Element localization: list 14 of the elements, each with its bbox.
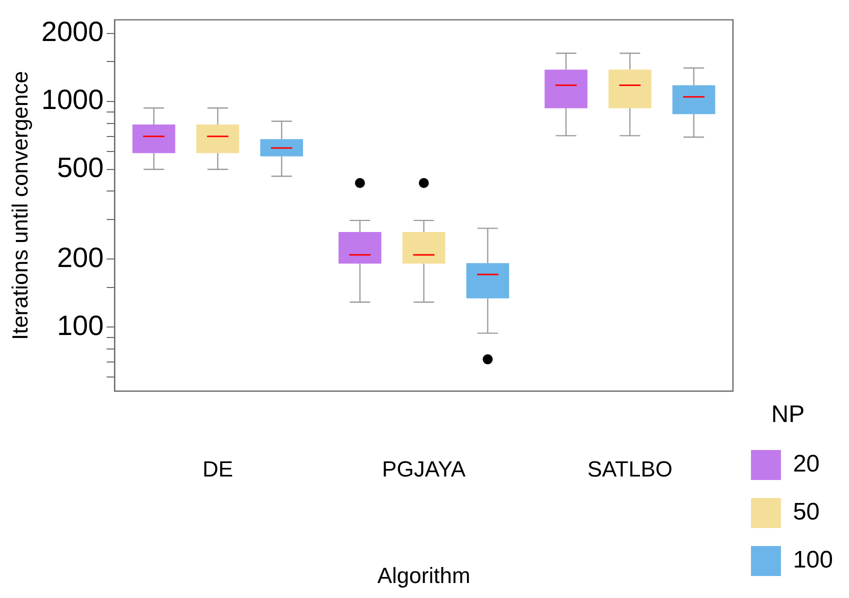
y-tick-label: 2000 — [41, 16, 104, 48]
x-axis-title: Algorithm — [377, 562, 470, 588]
legend-label: 20 — [792, 450, 820, 478]
y-tick-label: 1000 — [41, 84, 104, 116]
legend-label: 50 — [792, 498, 820, 526]
y-tick-label: 500 — [56, 152, 104, 184]
x-tick-label: PGJAYA — [382, 456, 466, 482]
y-tick-label: 200 — [56, 242, 104, 273]
legend-title: NP — [771, 400, 805, 428]
y-axis-title: Iterations until convergence — [7, 70, 32, 340]
legend-label: 100 — [792, 546, 834, 574]
x-tick-label: SATLBO — [587, 456, 673, 482]
x-tick-label: DE — [202, 456, 234, 482]
y-tick-label: 100 — [56, 310, 104, 341]
